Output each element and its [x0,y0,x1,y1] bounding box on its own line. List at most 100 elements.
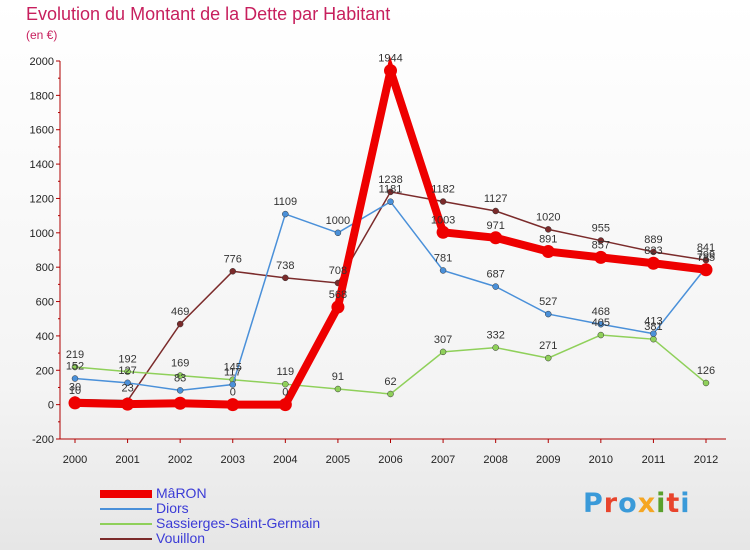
data-point [334,385,342,393]
data-point [229,268,236,275]
y-tick-label: 2000 [30,56,54,68]
data-point [650,248,657,256]
series-line [74,55,707,409]
data-point [541,245,555,259]
y-tick-label: 1400 [30,159,54,171]
data-label: 1238 [378,174,402,186]
legend-item-maron[interactable]: MâRON [100,486,320,501]
data-point [387,198,394,205]
data-point [121,397,135,411]
x-tick-label: 2000 [63,454,87,466]
x-tick-label: 2007 [431,454,455,466]
data-label: 307 [434,334,452,346]
data-point [387,390,394,398]
legend-item-diors[interactable]: Diors [100,501,320,516]
logo-letter: t [666,488,681,519]
data-label: 0 [230,387,236,399]
legend-label: MâRON [156,485,207,501]
data-label: 381 [644,321,662,333]
legend-swatch [100,489,152,498]
data-label: 738 [276,260,294,272]
data-label: 219 [66,349,84,361]
data-label: 145 [224,362,242,374]
legend-label: Sassierges-Saint-Germain [156,515,321,531]
logo-letter: i [680,488,691,519]
y-tick-label: 200 [36,365,54,377]
data-label: 413 [644,316,662,328]
data-label: 1944 [378,53,402,65]
data-point [545,354,552,362]
data-label: 468 [592,306,610,318]
data-point [492,344,499,351]
data-point [124,368,131,375]
legend-label: Diors [156,500,189,516]
data-label: 192 [118,354,136,366]
data-label: 169 [171,358,189,370]
data-point [387,188,394,196]
data-label: 891 [539,234,557,246]
x-tick-label: 2008 [483,454,507,466]
data-label: 91 [332,371,344,383]
data-label: 1127 [484,193,508,205]
logo-letter: x [637,488,657,519]
chart-title: Evolution du Montant de la Dette par Hab… [26,4,391,24]
y-tick-label: 800 [36,262,54,274]
data-label: 0 [282,387,288,399]
series-line [74,200,707,392]
data-point [282,380,289,388]
data-label: 469 [171,306,189,318]
data-point [124,379,131,387]
data-label: 781 [434,252,452,264]
data-point [545,310,552,318]
data-point [646,256,660,270]
data-point [331,300,345,314]
data-label: 332 [486,330,504,342]
y-tick-label: 400 [36,331,54,343]
data-point [597,331,605,339]
data-point [545,226,552,233]
data-point [492,283,499,290]
data-label: 152 [66,361,84,373]
data-label: 527 [539,296,557,308]
logo-letter: r [603,488,619,519]
data-label: 30 [69,381,81,393]
data-point [176,320,184,328]
x-tick-label: 2004 [273,454,297,466]
data-point [68,396,82,410]
y-tick-label: 1200 [30,193,54,205]
data-label: 62 [384,376,396,388]
data-label: 1109 [274,196,298,208]
data-label: 1020 [536,211,560,223]
data-point [71,363,79,371]
data-label: 708 [329,265,347,277]
logo-letter: P [583,488,604,519]
data-point [334,229,342,237]
legend-item-sassierges[interactable]: Sassierges-Saint-Germain [100,516,320,531]
data-label: 271 [539,340,557,352]
data-label: 126 [697,365,715,377]
y-tick-label: 600 [36,297,54,309]
data-point [282,210,289,218]
legend-label: Vouillon [156,530,206,546]
x-tick-label: 2001 [115,454,139,466]
data-point [229,381,236,388]
data-point [436,225,450,239]
data-point [439,267,447,274]
legend-item-vouillon[interactable]: Vouillon [100,531,320,546]
data-point [282,274,289,282]
data-label: 83 [174,372,186,384]
x-tick-label: 2006 [378,454,402,466]
data-point [226,398,240,412]
data-point [173,396,187,410]
data-label: 889 [644,234,662,246]
data-point [439,348,447,356]
x-tick-label: 2003 [221,454,245,466]
data-point [699,263,713,277]
legend-swatch [100,507,152,510]
proxiti-logo[interactable]: Proxiti [583,488,691,519]
x-tick-label: 2010 [589,454,613,466]
data-point [176,387,184,394]
y-tick-label: 1000 [30,228,54,240]
data-label: 823 [644,245,662,257]
logo-letter: o [618,488,638,519]
